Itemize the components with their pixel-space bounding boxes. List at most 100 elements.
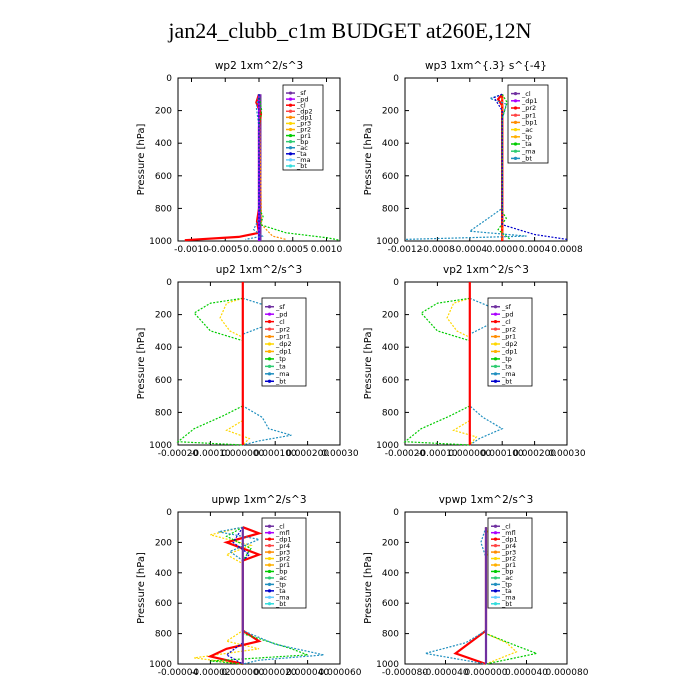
y-tick-label: 0 bbox=[393, 278, 399, 288]
legend-marker bbox=[513, 142, 518, 146]
legend: _cl_dp1_pr2_pr1_bp1_ac_tp_ta_ma_bt bbox=[507, 84, 549, 164]
legend-entry: _bt bbox=[501, 600, 512, 608]
y-tick-label: 400 bbox=[382, 569, 399, 579]
legend-entry: _sf bbox=[296, 89, 307, 97]
plot-frame bbox=[404, 77, 568, 242]
legend-marker bbox=[493, 595, 498, 599]
series-bp1 bbox=[497, 93, 511, 240]
legend-entry: _pd bbox=[296, 95, 309, 103]
legend-entry: _ta bbox=[275, 363, 286, 371]
y-tick-label: 1000 bbox=[149, 660, 172, 670]
legend-entry: _dp1 bbox=[501, 535, 518, 543]
legend-entry: _bp1 bbox=[521, 119, 538, 127]
legend-entry: _ta bbox=[521, 140, 532, 148]
legend-marker bbox=[288, 109, 293, 113]
legend-entry: _ma bbox=[501, 370, 516, 378]
legend-entry: _pd bbox=[501, 310, 514, 318]
legend-entry: _tp bbox=[501, 355, 512, 363]
legend-marker bbox=[267, 589, 272, 593]
y-axis-label: Pressure [hPa] bbox=[136, 552, 147, 624]
y-tick-label: 1000 bbox=[376, 237, 399, 247]
legend-entry: _pr1 bbox=[521, 111, 536, 119]
legend-entry: _mfl bbox=[501, 529, 516, 537]
x-tick-label: 0.0000 bbox=[243, 245, 275, 255]
legend-marker bbox=[493, 556, 498, 561]
legend-marker bbox=[513, 135, 518, 139]
y-tick-label: 1000 bbox=[376, 441, 399, 451]
series-pr1 bbox=[258, 94, 287, 240]
legend: _cl_mfl_dp1_pr4_pr3_pr2_pr1_bp_ac_tp_ta_… bbox=[487, 517, 533, 609]
legend-entry: _pr1 bbox=[501, 333, 516, 341]
panel-title: wp2 1xm^2/s^3 bbox=[215, 60, 303, 72]
legend-entry: _dp2 bbox=[296, 107, 313, 115]
plot-frame bbox=[404, 281, 568, 446]
legend-entry: _ac bbox=[501, 574, 513, 582]
legend-entry: _tp bbox=[275, 355, 286, 363]
legend-entry: _sf bbox=[275, 303, 286, 311]
legend-marker bbox=[267, 531, 272, 535]
x-tick-label: 0.0010 bbox=[311, 245, 343, 255]
legend-entry: _ta bbox=[275, 587, 286, 595]
legend-marker bbox=[267, 364, 272, 368]
legend-entry: _pr1 bbox=[296, 132, 311, 140]
legend-entry: _pr2 bbox=[501, 555, 516, 563]
legend-entry: _pr1 bbox=[275, 333, 290, 341]
series-dp1 bbox=[496, 93, 504, 241]
legend-marker bbox=[288, 127, 293, 132]
legend-entry: _ma bbox=[521, 147, 536, 155]
legend-marker bbox=[267, 312, 272, 316]
legend-marker bbox=[493, 524, 498, 528]
plot-frame bbox=[177, 281, 341, 446]
panel-title: up2 1xm^2/s^3 bbox=[216, 264, 302, 276]
y-tick-label: 1000 bbox=[149, 237, 172, 247]
legend-entry: _cl bbox=[501, 318, 511, 326]
legend-marker bbox=[493, 569, 498, 574]
y-tick-label: 200 bbox=[382, 311, 399, 321]
y-tick-label: 800 bbox=[382, 630, 399, 640]
legend-entry: _ac bbox=[296, 144, 308, 152]
legend-marker bbox=[493, 372, 498, 376]
y-tick-label: 200 bbox=[155, 311, 172, 321]
legend-entry: _ac bbox=[521, 126, 533, 134]
legend-marker bbox=[267, 556, 272, 561]
legend-entry: _ac bbox=[275, 574, 287, 582]
legend-marker bbox=[513, 120, 518, 124]
y-tick-label: 800 bbox=[155, 408, 172, 418]
legend-entry: _dp2 bbox=[275, 340, 292, 348]
x-tick-label: 0.0004 bbox=[519, 245, 551, 255]
series-cl bbox=[453, 527, 488, 666]
y-tick-label: 0 bbox=[166, 508, 172, 518]
panel-title: wp3 1xm^{.3} s^{-4} bbox=[425, 60, 547, 72]
legend-marker bbox=[493, 364, 498, 368]
legend-marker bbox=[493, 550, 498, 554]
x-tick-label: -0.00004 bbox=[158, 668, 199, 678]
x-tick-label: 0.000060 bbox=[319, 668, 362, 678]
y-axis-label: Pressure [hPa] bbox=[136, 328, 147, 400]
legend-marker bbox=[493, 544, 498, 548]
legend-entry: _ta bbox=[501, 587, 512, 595]
legend-marker bbox=[267, 379, 272, 383]
legend-marker bbox=[288, 152, 293, 156]
y-tick-label: 1000 bbox=[149, 441, 172, 451]
x-tick-label: 0.000080 bbox=[546, 668, 589, 678]
x-tick-label: 0.000200 bbox=[513, 449, 556, 459]
x-tick-label: -0.0010 bbox=[174, 245, 209, 255]
series-cl bbox=[184, 93, 263, 242]
y-tick-label: 600 bbox=[382, 172, 399, 182]
legend-marker bbox=[267, 602, 272, 606]
legend-entry: _pr3 bbox=[501, 548, 516, 556]
x-tick-label: -0.000040 bbox=[422, 668, 468, 678]
y-tick-label: 400 bbox=[155, 343, 172, 353]
legend-marker bbox=[493, 320, 498, 324]
legend-entry: _ma bbox=[275, 370, 290, 378]
x-tick-label: 0.000040 bbox=[505, 668, 548, 678]
x-tick-label: 0.000040 bbox=[286, 668, 329, 678]
panel-1: wp2 1xm^2/s^3 0 200 400 600 800 1000 Pressure [… bbox=[136, 60, 343, 255]
series-pr1 bbox=[485, 527, 518, 665]
legend-entry: _pr3 bbox=[275, 548, 290, 556]
x-tick-label: 0.00030 bbox=[321, 449, 358, 459]
legend-marker bbox=[267, 595, 272, 599]
series-dp1 bbox=[403, 297, 471, 446]
y-axis-label: Pressure [hPa] bbox=[136, 124, 147, 196]
x-tick-label: 0.000000 bbox=[221, 449, 264, 459]
